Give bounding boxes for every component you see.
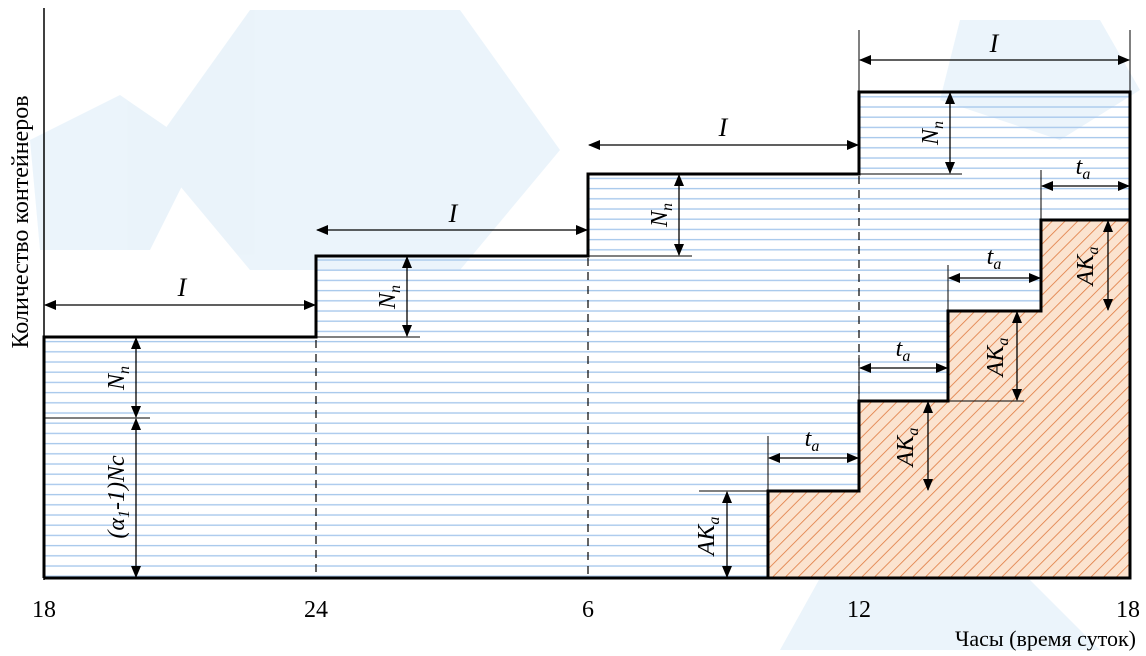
shift-dimensions <box>131 92 955 418</box>
ak-labels: AKa AKa AKa AKa <box>694 247 1102 558</box>
base-label: (α1-1)Nc <box>104 455 133 539</box>
interval-dimensions <box>44 55 1130 310</box>
shift-label-1: Nn <box>104 366 133 391</box>
x-tick-12: 12 <box>847 597 871 623</box>
x-tick-18-end: 18 <box>1116 597 1140 623</box>
ta-labels: ta ta ta ta <box>805 154 1091 455</box>
y-axis-label: Количество контейнеров <box>8 95 34 348</box>
interval-labels: I I I I <box>177 29 1000 302</box>
ak-label-1: AKa <box>694 517 723 558</box>
shift-label-3: Nn <box>647 203 676 228</box>
ta-label-4: ta <box>1076 154 1091 183</box>
interval-label-3: I <box>718 113 729 142</box>
interval-label-2: I <box>448 199 459 228</box>
extension-lines <box>44 30 1131 492</box>
x-tick-6: 6 <box>582 597 594 623</box>
ak-dimensions <box>722 220 1113 578</box>
interval-boundaries <box>315 92 860 578</box>
x-tick-18-start: 18 <box>32 597 56 623</box>
x-axis-label: Часы (время суток) <box>955 626 1136 651</box>
ta-label-2: ta <box>896 336 911 365</box>
ta-label-3: ta <box>987 244 1002 273</box>
x-tick-24: 24 <box>304 597 328 623</box>
x-tick-labels: 18 24 6 12 18 <box>32 597 1140 623</box>
shift-label-4: Nn <box>918 121 947 146</box>
interval-label-1: I <box>177 273 188 302</box>
ak-label-3: AKa <box>983 338 1012 379</box>
ak-label-4: AKa <box>1073 247 1102 288</box>
accumulation-staircase <box>42 90 1132 578</box>
ak-label-2: AKa <box>893 428 922 469</box>
ta-dimensions <box>768 181 1130 463</box>
interval-label-4: I <box>989 29 1000 58</box>
shift-label-2: Nn <box>375 285 404 310</box>
ta-label-1: ta <box>805 426 820 455</box>
shift-labels: Nn Nn Nn Nn <box>104 121 947 391</box>
